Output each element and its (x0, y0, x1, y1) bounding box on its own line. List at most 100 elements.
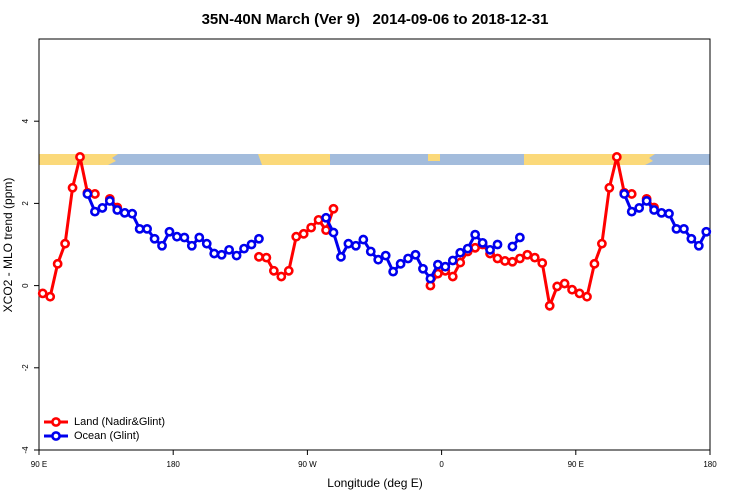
data-point (529, 252, 540, 263)
data-point (216, 249, 227, 260)
data-point (283, 265, 294, 276)
data-point (350, 240, 361, 251)
data-point (298, 228, 309, 239)
data-point (388, 266, 399, 277)
y-tick-label: 4 (21, 118, 30, 123)
data-point (485, 244, 495, 255)
data-point (358, 234, 369, 245)
data-point (254, 233, 264, 244)
data-point (60, 238, 70, 249)
data-point (209, 248, 220, 259)
y-axis-label: XCO2 - MLO trend (ppm) (1, 178, 15, 313)
data-point (194, 232, 205, 243)
data-point (641, 196, 652, 206)
series-line (429, 156, 632, 312)
data-point (455, 247, 466, 258)
data-point (97, 203, 108, 213)
data-point (552, 281, 563, 292)
land-ocean-strip (39, 154, 710, 165)
y-tick-label: 2 (21, 201, 30, 206)
data-point (447, 271, 458, 282)
data-point (403, 253, 413, 264)
x-axis-label: Longitude (deg E) (327, 476, 422, 490)
data-point (90, 189, 100, 199)
data-point (470, 242, 481, 253)
data-point (619, 189, 630, 199)
data-point (664, 208, 674, 219)
data-point (634, 203, 645, 213)
data-point (656, 207, 667, 218)
data-point (119, 207, 130, 218)
data-point (626, 189, 637, 199)
data-point (112, 205, 123, 215)
data-point (395, 258, 406, 269)
data-point (328, 203, 339, 214)
data-point (544, 300, 555, 311)
data-point (693, 240, 704, 251)
data-point (224, 244, 235, 255)
data-point (470, 229, 481, 240)
legend-marker (51, 431, 61, 441)
data-point (514, 232, 525, 243)
data-point (507, 256, 518, 267)
x-tick-label: 90 W (298, 460, 317, 469)
data-point (142, 223, 153, 234)
data-point (231, 250, 242, 261)
x-tick-label: 90 E (31, 460, 47, 469)
data-point (186, 240, 197, 251)
data-point (67, 182, 78, 193)
legend-marker (51, 417, 61, 427)
data-point (164, 226, 175, 237)
data-point (596, 238, 607, 249)
data-point (477, 237, 488, 248)
x-tick-label: 0 (439, 460, 444, 469)
series-line (42, 156, 96, 299)
data-point (276, 271, 287, 282)
data-point (365, 246, 376, 257)
data-point (313, 214, 324, 225)
data-point (328, 227, 339, 238)
data-point (90, 206, 100, 217)
data-point (52, 258, 63, 269)
data-point (432, 259, 443, 270)
y-tick-label: 0 (21, 283, 30, 288)
data-point (611, 152, 622, 162)
data-point (201, 238, 212, 249)
data-point (343, 238, 354, 249)
data-point (686, 233, 697, 244)
data-point (157, 240, 167, 251)
data-point (254, 251, 264, 262)
data-point (321, 225, 331, 236)
data-point (172, 231, 182, 242)
data-point (306, 222, 317, 233)
y-tick-label: -2 (21, 364, 30, 372)
data-point (649, 205, 659, 215)
data-point (418, 263, 428, 274)
data-point (82, 189, 93, 199)
chart-title: 35N-40N March (Ver 9) 2014-09-06 to 2018… (202, 11, 549, 28)
x-tick-label: 90 E (568, 460, 584, 469)
data-point (582, 291, 592, 302)
data-point (321, 212, 331, 223)
data-point (671, 223, 682, 234)
data-point (604, 182, 615, 193)
data-point (45, 291, 56, 302)
x-tick-label: 180 (167, 460, 181, 469)
data-point (567, 284, 577, 295)
data-point (75, 152, 85, 162)
plot-frame (38, 38, 711, 451)
data-point (127, 208, 138, 219)
data-point (179, 232, 190, 243)
y-tick-label: -4 (21, 446, 30, 454)
data-point (134, 223, 145, 234)
data-point (246, 239, 257, 250)
data-point (574, 288, 585, 299)
data-point (447, 255, 458, 266)
data-point (440, 261, 451, 272)
data-point (373, 254, 384, 265)
data-point (679, 223, 689, 234)
data-point (514, 253, 525, 264)
data-point (537, 258, 548, 268)
data-point (522, 249, 533, 260)
